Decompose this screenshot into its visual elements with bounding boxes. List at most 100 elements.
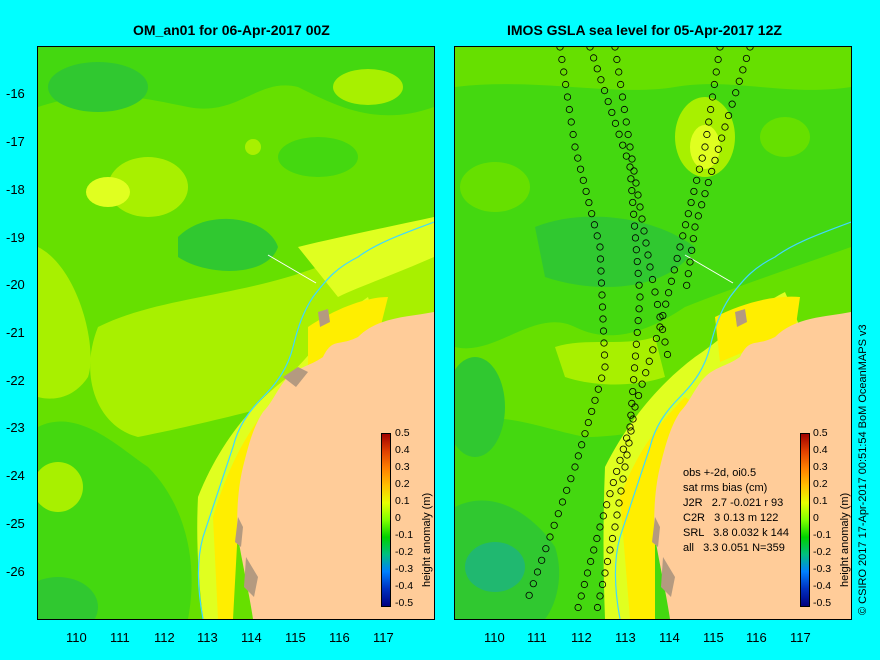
left-map-svg bbox=[38, 47, 434, 619]
track-point bbox=[617, 80, 625, 89]
track-point bbox=[588, 210, 596, 218]
left-cbar-tick-8: -0.3 bbox=[395, 563, 414, 575]
track-point bbox=[583, 569, 592, 577]
track-point bbox=[693, 176, 701, 184]
x-tick-left-2: 112 bbox=[154, 630, 175, 645]
right-cbar-tick-9: -0.4 bbox=[813, 580, 832, 592]
left-cbar-tick-6: -0.1 bbox=[395, 529, 414, 541]
track-point bbox=[593, 534, 601, 543]
track-point bbox=[596, 243, 604, 251]
track-point bbox=[609, 478, 617, 487]
track-point bbox=[636, 293, 644, 301]
x-tick-right-2: 112 bbox=[571, 630, 592, 645]
track-point bbox=[558, 498, 567, 506]
track-point bbox=[645, 357, 653, 365]
right-colorbar bbox=[800, 433, 810, 607]
y-tick-left-10: -26 bbox=[6, 564, 25, 579]
track-point bbox=[578, 441, 586, 449]
track-point bbox=[626, 163, 634, 171]
track-point bbox=[538, 556, 546, 564]
right-cbar-tick-2: 0.3 bbox=[813, 461, 828, 473]
track-point bbox=[721, 123, 729, 131]
track-point bbox=[690, 187, 698, 196]
y-tick-left-3: -19 bbox=[6, 230, 25, 245]
track-point bbox=[663, 350, 672, 359]
track-point bbox=[600, 339, 608, 347]
track-point bbox=[742, 54, 751, 63]
track-point bbox=[597, 76, 605, 84]
track-point bbox=[707, 105, 715, 114]
x-tick-left-4: 114 bbox=[241, 630, 262, 645]
track-point bbox=[684, 270, 692, 278]
track-point bbox=[631, 352, 640, 360]
x-tick-right-6: 116 bbox=[746, 630, 767, 645]
track-point bbox=[542, 545, 550, 553]
left-cbar-tick-5: 0 bbox=[395, 512, 401, 524]
x-tick-left-3: 113 bbox=[197, 630, 218, 645]
track-point bbox=[590, 221, 599, 229]
track-point bbox=[546, 533, 554, 541]
track-point bbox=[632, 340, 640, 348]
track-point bbox=[656, 323, 664, 331]
track-point bbox=[648, 275, 657, 284]
track-point bbox=[670, 266, 678, 274]
track-point bbox=[633, 328, 641, 337]
track-point bbox=[714, 145, 722, 153]
x-tick-right-1: 111 bbox=[527, 630, 547, 645]
track-point bbox=[599, 512, 607, 520]
track-point bbox=[627, 175, 635, 183]
y-tick-left-2: -18 bbox=[6, 182, 25, 197]
left-map-panel[interactable] bbox=[37, 46, 435, 620]
x-tick-right-7: 117 bbox=[790, 630, 811, 645]
track-point bbox=[633, 257, 641, 266]
track-point bbox=[622, 118, 630, 126]
track-point bbox=[619, 475, 627, 483]
track-point bbox=[574, 603, 582, 612]
track-point bbox=[628, 187, 636, 195]
track-point bbox=[608, 534, 617, 543]
track-point bbox=[574, 452, 582, 460]
track-point bbox=[642, 369, 650, 377]
y-tick-left-6: -22 bbox=[6, 373, 25, 388]
track-point bbox=[701, 143, 709, 151]
right-map-svg bbox=[455, 47, 851, 619]
left-panel-title: OM_an01 for 06-Apr-2017 00Z bbox=[133, 22, 330, 38]
x-tick-left-6: 116 bbox=[329, 630, 350, 645]
track-point bbox=[580, 580, 588, 589]
track-point bbox=[624, 130, 632, 139]
track-point bbox=[724, 111, 733, 120]
track-point bbox=[613, 55, 621, 64]
track-point bbox=[714, 55, 722, 64]
right-panel-title: IMOS GSLA sea level for 05-Apr-2017 12Z bbox=[507, 22, 782, 38]
track-point bbox=[599, 327, 608, 335]
track-point bbox=[613, 467, 621, 476]
track-point bbox=[659, 311, 667, 320]
left-colorbar bbox=[381, 433, 391, 607]
track-point bbox=[577, 592, 585, 600]
track-point bbox=[630, 376, 638, 384]
stats-line-3: J2R 2.7 -0.021 r 93 bbox=[683, 497, 784, 509]
track-point bbox=[571, 143, 579, 151]
track-point bbox=[634, 317, 642, 325]
x-tick-right-3: 113 bbox=[615, 630, 636, 645]
track-point bbox=[632, 246, 640, 254]
stats-line-6: all 3.3 0.051 N=359 bbox=[683, 542, 785, 554]
track-point bbox=[533, 568, 542, 576]
track-point bbox=[620, 105, 628, 114]
right-map-panel[interactable] bbox=[454, 46, 852, 620]
track-point bbox=[590, 54, 598, 62]
track-point bbox=[599, 315, 607, 323]
track-point bbox=[611, 47, 619, 51]
x-tick-left-1: 111 bbox=[110, 630, 130, 645]
track-point bbox=[638, 380, 646, 388]
track-point bbox=[584, 418, 592, 427]
track-point bbox=[601, 363, 609, 371]
track-point bbox=[631, 403, 639, 411]
track-point bbox=[649, 346, 657, 354]
track-point bbox=[664, 289, 673, 297]
right-cbar-tick-10: -0.5 bbox=[813, 597, 832, 609]
track-point bbox=[627, 411, 635, 419]
track-point bbox=[688, 246, 696, 254]
track-point bbox=[635, 281, 643, 289]
track-point bbox=[629, 387, 637, 396]
